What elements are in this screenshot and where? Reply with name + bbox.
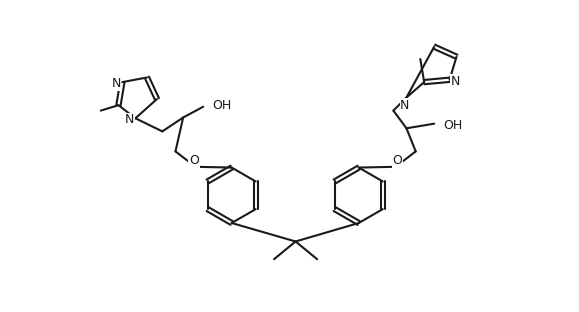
Text: N: N: [112, 77, 121, 90]
Text: N: N: [451, 75, 460, 88]
Text: OH: OH: [212, 99, 232, 112]
Text: N: N: [124, 113, 134, 126]
Text: N: N: [400, 99, 409, 112]
Text: O: O: [189, 154, 199, 167]
Text: O: O: [393, 154, 402, 167]
Text: OH: OH: [444, 119, 463, 132]
